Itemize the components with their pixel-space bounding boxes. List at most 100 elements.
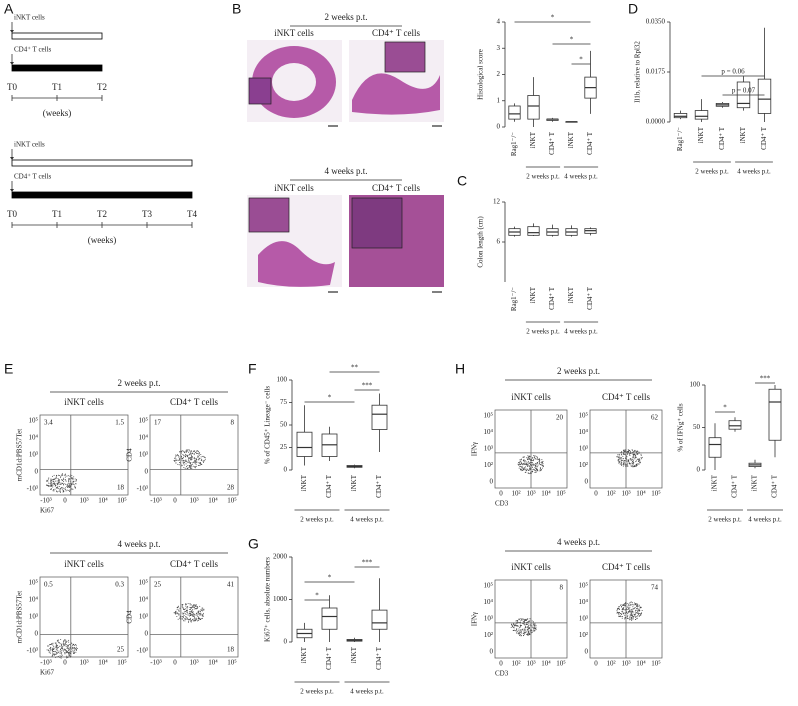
flow-event <box>75 651 77 653</box>
flow-event <box>199 452 201 454</box>
flow-event <box>59 655 61 657</box>
group-label: 2 weeks p.t. <box>695 168 729 176</box>
flow-event <box>201 458 203 460</box>
flow-event <box>191 457 193 459</box>
flow-event <box>619 606 621 608</box>
flow-event <box>621 609 623 611</box>
flow-event <box>65 639 67 641</box>
flow-event <box>631 609 633 611</box>
flow-event <box>532 627 534 629</box>
flow-event <box>189 462 191 464</box>
flow-event <box>627 610 629 612</box>
flow-event <box>182 458 184 460</box>
flow-event <box>200 456 202 458</box>
flow-event <box>626 606 628 608</box>
flow-event <box>61 482 63 484</box>
flow-event <box>192 462 194 464</box>
flow-event <box>520 469 522 471</box>
flow-event <box>62 489 64 491</box>
flow-event <box>173 612 175 614</box>
flow-event <box>190 467 192 469</box>
flow-event <box>67 484 69 486</box>
flow-event <box>521 466 523 468</box>
box <box>708 437 722 458</box>
flow-event <box>52 649 54 651</box>
flow-event <box>522 462 524 464</box>
flow-event <box>183 462 185 464</box>
flow-event <box>620 459 622 461</box>
flow-event <box>527 632 529 634</box>
flow-event <box>68 478 70 480</box>
flow-event <box>62 648 64 650</box>
flow-event <box>177 454 179 456</box>
flow-event <box>68 656 70 658</box>
flow-event <box>531 464 533 466</box>
flow-event <box>200 610 202 612</box>
y-tick-label: 50 <box>280 421 288 429</box>
flow-event <box>194 458 196 460</box>
flow-event <box>524 629 526 631</box>
flow-event <box>54 480 56 482</box>
timeline-bar <box>11 159 193 167</box>
panel-label: C <box>457 173 467 189</box>
category-label: CD4⁺ T <box>586 286 594 310</box>
category-label: iNKT <box>529 286 537 303</box>
flow-event <box>50 479 52 481</box>
flow-event <box>188 458 190 460</box>
flow-frame <box>149 414 239 496</box>
flow-event <box>632 453 634 455</box>
flow-event <box>189 609 191 611</box>
flow-event <box>174 612 176 614</box>
flow-event <box>617 455 619 457</box>
flow-event <box>74 487 76 489</box>
flow-event <box>641 456 643 458</box>
flow-x-tick: 10⁴ <box>541 490 551 498</box>
flow-event <box>188 618 190 620</box>
flow-event <box>69 652 71 654</box>
flow-event <box>623 451 625 453</box>
flow-event <box>640 457 642 459</box>
flow-event <box>517 619 519 621</box>
flow-event <box>529 624 531 626</box>
flow-event <box>618 453 620 455</box>
flow-frame <box>39 576 129 658</box>
flow-event <box>634 607 636 609</box>
flow-event <box>629 458 631 460</box>
flow-event <box>52 486 54 488</box>
flow-event <box>634 457 636 459</box>
timeline-point: T4 <box>187 209 197 219</box>
flow-event <box>55 644 57 646</box>
flow-event <box>541 467 543 469</box>
flow-event <box>533 459 535 461</box>
flow-x-tick: 10⁵ <box>556 490 566 498</box>
arrow-head <box>10 30 14 33</box>
flow-event <box>56 651 58 653</box>
flow-event <box>637 458 639 460</box>
panel-label: E <box>4 361 13 377</box>
flow-event <box>521 466 523 468</box>
flow-x-tick: 0 <box>63 497 67 505</box>
flow-event <box>531 626 533 628</box>
flow-event <box>527 623 529 625</box>
flow-event <box>51 642 53 644</box>
flow-x-tick: 10² <box>606 660 615 668</box>
flow-event <box>529 462 531 464</box>
flow-event <box>188 620 190 622</box>
flow-event <box>178 605 180 607</box>
flow-event <box>62 487 64 489</box>
flow-event <box>637 609 639 611</box>
flow-event <box>631 602 633 604</box>
flow-event <box>189 602 191 604</box>
flow-event <box>51 481 53 483</box>
y-tick-label: 2000 <box>273 553 288 561</box>
flow-y-tick: -10³ <box>137 647 148 655</box>
flow-event <box>525 618 527 620</box>
flow-event <box>189 450 191 452</box>
flow-event <box>622 458 624 460</box>
histology-title: 2 weeks p.t. <box>325 12 368 22</box>
flow-event <box>636 463 638 465</box>
flow-event <box>527 458 529 460</box>
flow-event <box>539 463 541 465</box>
flow-event <box>517 625 519 627</box>
box <box>296 431 313 457</box>
